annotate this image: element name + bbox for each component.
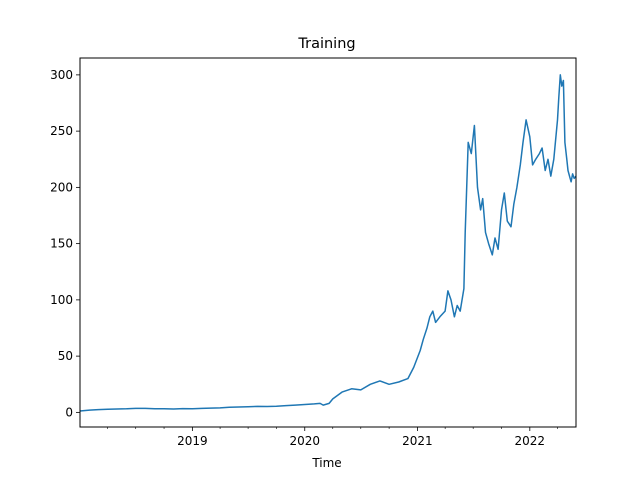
series-line-0 — [79, 74, 577, 412]
x-axis-label: Time — [311, 456, 341, 470]
y-tick-label: 300 — [50, 68, 73, 82]
y-tick-label: 0 — [65, 405, 73, 419]
x-axis-ticks: 2019 2020 2021 2022 — [107, 427, 558, 448]
y-tick-label: 150 — [50, 237, 73, 251]
y-tick-label: 200 — [50, 180, 73, 194]
x-tick-label: 2022 — [515, 434, 546, 448]
x-tick-label: 2020 — [289, 434, 320, 448]
plot-frame — [79, 57, 577, 428]
x-tick-label: 2021 — [402, 434, 433, 448]
y-axis-ticks: 0 50 100 150 200 250 300 — [50, 68, 80, 419]
x-tick-label: 2019 — [177, 434, 208, 448]
y-tick-label: 250 — [50, 124, 73, 138]
chart-title: Training — [297, 36, 355, 52]
series-layer — [79, 74, 577, 412]
y-tick-label: 50 — [58, 349, 73, 363]
y-tick-label: 100 — [50, 293, 73, 307]
